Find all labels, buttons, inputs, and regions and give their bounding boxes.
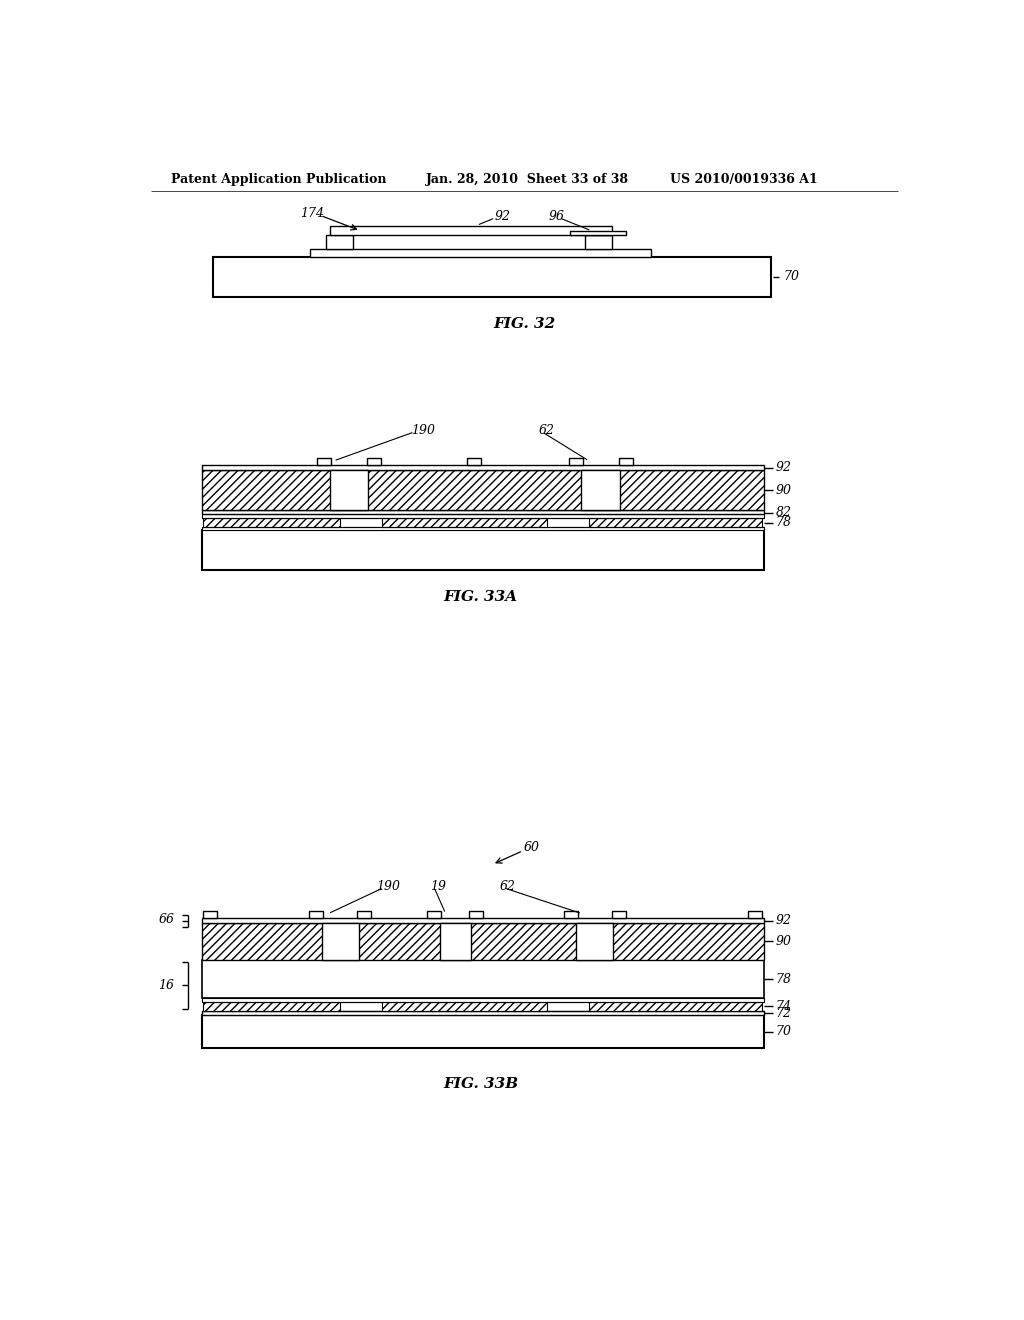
Text: 90: 90: [776, 935, 792, 948]
Bar: [310, 249, 651, 257]
Bar: [586, 235, 612, 249]
Text: Jan. 28, 2010  Sheet 33 of 38: Jan. 28, 2010 Sheet 33 of 38: [426, 173, 630, 186]
Bar: [575, 923, 613, 960]
Bar: [382, 517, 547, 527]
Text: 96: 96: [549, 210, 565, 223]
Text: US 2010/0019336 A1: US 2010/0019336 A1: [671, 173, 818, 186]
Text: 92: 92: [495, 210, 511, 223]
Text: 62: 62: [500, 879, 516, 892]
Bar: [382, 1002, 547, 1011]
Text: 90: 90: [776, 483, 792, 496]
Bar: [582, 470, 621, 511]
Text: 19: 19: [430, 879, 446, 892]
Bar: [202, 465, 764, 470]
Bar: [611, 911, 626, 917]
Bar: [330, 226, 612, 235]
Text: 174: 174: [300, 207, 324, 220]
Text: 92: 92: [776, 462, 792, 474]
Bar: [202, 513, 764, 517]
Text: FIG. 32: FIG. 32: [494, 317, 556, 331]
Bar: [202, 527, 764, 531]
Bar: [367, 458, 381, 465]
Bar: [326, 235, 352, 249]
Bar: [202, 923, 764, 960]
Bar: [569, 231, 626, 235]
Bar: [202, 917, 764, 923]
Bar: [202, 1011, 764, 1015]
Bar: [202, 1015, 764, 1048]
Text: 74: 74: [776, 999, 792, 1012]
Bar: [202, 960, 764, 998]
Text: 82: 82: [776, 506, 792, 519]
Bar: [213, 257, 771, 297]
Bar: [322, 923, 359, 960]
Text: FIG. 33A: FIG. 33A: [443, 590, 518, 605]
Text: 190: 190: [411, 424, 435, 437]
Text: 62: 62: [539, 424, 555, 437]
Text: 190: 190: [376, 879, 400, 892]
Bar: [748, 911, 762, 917]
Text: 78: 78: [776, 973, 792, 986]
Bar: [357, 911, 372, 917]
Bar: [589, 517, 762, 527]
Text: 60: 60: [523, 841, 540, 854]
Bar: [589, 1002, 762, 1011]
Bar: [202, 511, 764, 515]
Text: 72: 72: [776, 1007, 792, 1019]
Bar: [317, 458, 331, 465]
Bar: [203, 517, 340, 527]
Text: Patent Application Publication: Patent Application Publication: [171, 173, 386, 186]
Text: 16: 16: [159, 979, 174, 991]
Bar: [202, 470, 764, 511]
Text: FIG. 33B: FIG. 33B: [443, 1077, 518, 1090]
Bar: [309, 911, 324, 917]
Bar: [469, 911, 483, 917]
Bar: [427, 911, 441, 917]
Bar: [618, 458, 633, 465]
Text: 70: 70: [783, 271, 800, 284]
Bar: [203, 1002, 340, 1011]
Bar: [439, 923, 471, 960]
Text: 78: 78: [776, 516, 792, 529]
Bar: [563, 911, 578, 917]
Text: 92: 92: [776, 915, 792, 927]
Bar: [330, 470, 369, 511]
Text: 70: 70: [776, 1026, 792, 1038]
Bar: [569, 458, 583, 465]
Bar: [203, 911, 217, 917]
Text: 66: 66: [159, 912, 174, 925]
Bar: [202, 531, 764, 570]
Bar: [467, 458, 481, 465]
Bar: [202, 998, 764, 1002]
